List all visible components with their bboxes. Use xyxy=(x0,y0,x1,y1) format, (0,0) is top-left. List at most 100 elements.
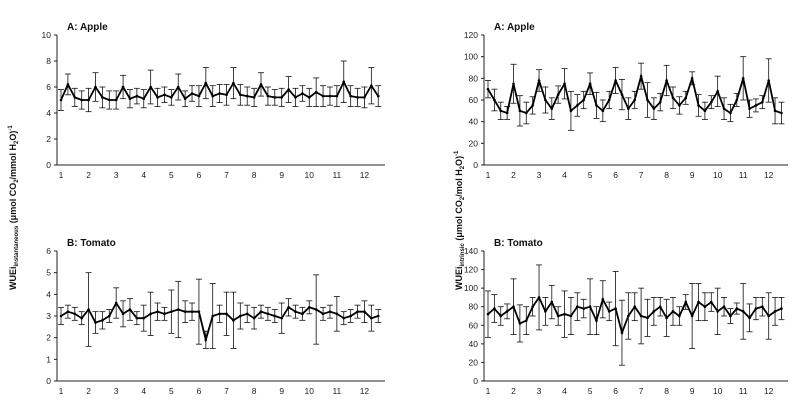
data-point xyxy=(259,83,263,86)
data-point xyxy=(342,80,346,84)
data-point xyxy=(709,300,713,304)
data-point xyxy=(544,98,547,102)
panel-title: B: Tomato xyxy=(494,238,543,249)
data-point xyxy=(729,314,732,318)
data-point xyxy=(569,109,573,113)
data-point xyxy=(80,316,83,320)
y-tick-label: 3 xyxy=(46,311,51,321)
x-tick-label: 12 xyxy=(764,170,774,180)
x-tick-label: 8 xyxy=(252,386,257,396)
y-tick-label: 100 xyxy=(464,52,478,62)
data-point xyxy=(748,316,751,320)
data-point xyxy=(128,97,132,100)
x-tick-label: 3 xyxy=(537,170,542,180)
data-point xyxy=(537,79,541,82)
data-point xyxy=(512,305,515,309)
y-tick-label: 20 xyxy=(469,357,479,367)
data-point xyxy=(754,307,758,310)
data-point xyxy=(356,96,359,99)
data-point xyxy=(232,319,235,322)
data-point xyxy=(101,96,104,99)
x-tick-label: 9 xyxy=(690,170,695,180)
data-point xyxy=(239,93,242,97)
data-point xyxy=(218,92,221,95)
data-point xyxy=(582,307,585,310)
data-point xyxy=(197,94,201,98)
data-point xyxy=(646,316,649,320)
data-point xyxy=(537,296,541,299)
data-point xyxy=(607,98,611,102)
data-point xyxy=(266,312,270,316)
data-point xyxy=(512,82,515,86)
data-point xyxy=(363,310,366,313)
data-point xyxy=(370,84,373,87)
data-point xyxy=(735,98,739,102)
x-tick-label: 2 xyxy=(511,386,516,396)
x-tick-label: 1 xyxy=(59,386,64,396)
data-point xyxy=(114,301,118,305)
data-point xyxy=(314,308,318,311)
data-point xyxy=(370,316,373,320)
x-tick-label: 3 xyxy=(114,386,119,396)
data-point xyxy=(321,312,325,316)
data-point xyxy=(204,338,208,342)
data-point xyxy=(709,100,713,104)
y-tick-label: 4 xyxy=(46,289,51,299)
y-axis-label-left: WUEiinstantaneous (μmol CO2/mmol H2O)-1 xyxy=(8,125,20,290)
data-point xyxy=(741,77,745,80)
x-tick-label: 7 xyxy=(224,170,229,180)
data-point xyxy=(163,93,166,97)
data-point xyxy=(671,96,675,100)
x-tick-label: 12 xyxy=(360,170,370,180)
data-point xyxy=(678,314,681,318)
data-point xyxy=(652,107,656,110)
data-point xyxy=(690,314,694,318)
data-point xyxy=(121,312,125,316)
data-point xyxy=(665,79,668,82)
data-point xyxy=(544,310,547,313)
data-point xyxy=(349,94,352,98)
y-tick-label: 80 xyxy=(469,302,479,312)
data-point xyxy=(735,307,739,310)
data-point xyxy=(531,305,534,309)
data-point xyxy=(183,310,187,313)
x-tick-label: 8 xyxy=(664,170,669,180)
data-point xyxy=(190,310,194,313)
data-point xyxy=(163,312,166,316)
data-point xyxy=(225,93,228,97)
data-point xyxy=(646,98,649,102)
data-point xyxy=(595,319,598,322)
x-tick-label: 11 xyxy=(739,170,748,180)
data-point xyxy=(321,94,325,98)
data-point xyxy=(576,305,579,309)
y-axis-label-right: WUEiintrinsic (μmol CO2/mol H2O)-1 xyxy=(454,150,466,290)
data-point xyxy=(780,307,783,310)
data-point xyxy=(524,319,528,322)
data-point xyxy=(94,85,97,89)
data-point xyxy=(531,104,534,107)
data-point xyxy=(627,107,630,110)
data-point xyxy=(588,305,592,309)
y-tick-label: 10 xyxy=(42,30,52,40)
x-tick-label: 9 xyxy=(690,386,695,396)
y-tick-label: 60 xyxy=(469,320,479,330)
data-point xyxy=(73,312,77,316)
data-point xyxy=(761,305,764,309)
data-point xyxy=(741,310,745,313)
data-point xyxy=(556,93,560,96)
y-tick-label: 120 xyxy=(464,265,478,275)
data-point xyxy=(518,109,522,113)
data-point xyxy=(259,310,263,313)
data-point xyxy=(204,81,208,85)
x-tick-label: 4 xyxy=(141,170,146,180)
x-tick-label: 4 xyxy=(141,386,146,396)
x-tick-label: 7 xyxy=(224,386,229,396)
x-tick-label: 10 xyxy=(713,170,723,180)
y-tick-label: 140 xyxy=(464,246,478,256)
data-point xyxy=(149,312,152,316)
x-tick-label: 11 xyxy=(739,386,748,396)
data-point xyxy=(59,314,63,318)
data-point xyxy=(301,92,304,95)
